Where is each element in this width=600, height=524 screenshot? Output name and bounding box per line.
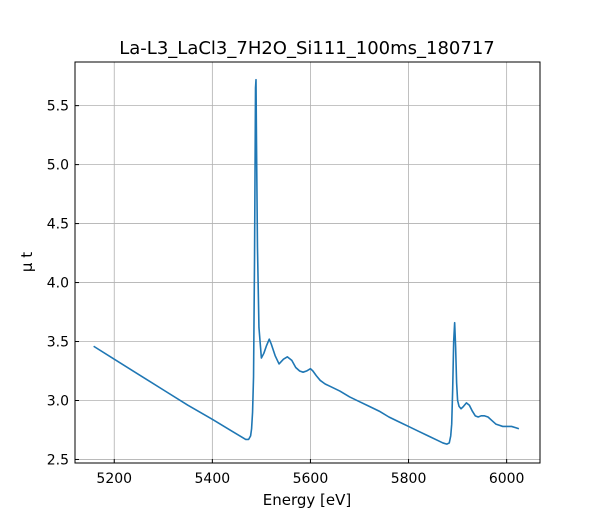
y-axis-label: μ t	[18, 252, 36, 272]
y-tick-label: 4.0	[47, 276, 69, 292]
series-layer	[93, 78, 520, 445]
series-line	[93, 78, 520, 445]
x-tick-label: 6000	[489, 471, 525, 487]
y-tick-label: 5.5	[47, 99, 69, 115]
y-tick-label: 3.5	[47, 335, 69, 351]
x-tick-label: 5800	[391, 471, 427, 487]
grid-lines	[75, 62, 540, 463]
x-tick-label: 5400	[195, 471, 231, 487]
plot-frame	[74, 61, 541, 464]
y-tick-label: 2.5	[47, 452, 69, 468]
axis-ticks: 5200 5400 5600 5800 6000 2.5 3.0 3.5 4.0 4.5 5.0 5.…	[47, 99, 525, 487]
x-tick-label: 5200	[96, 471, 132, 487]
chart-title: La-L3_LaCl3_7H2O_Si111_100ms_180717	[119, 38, 495, 59]
x-tick-label: 5600	[293, 471, 329, 487]
y-tick-label: 5.0	[47, 158, 69, 174]
x-axis-label: Energy [eV]	[263, 491, 351, 509]
y-tick-label: 4.5	[47, 217, 69, 233]
y-tick-label: 3.0	[47, 393, 69, 409]
